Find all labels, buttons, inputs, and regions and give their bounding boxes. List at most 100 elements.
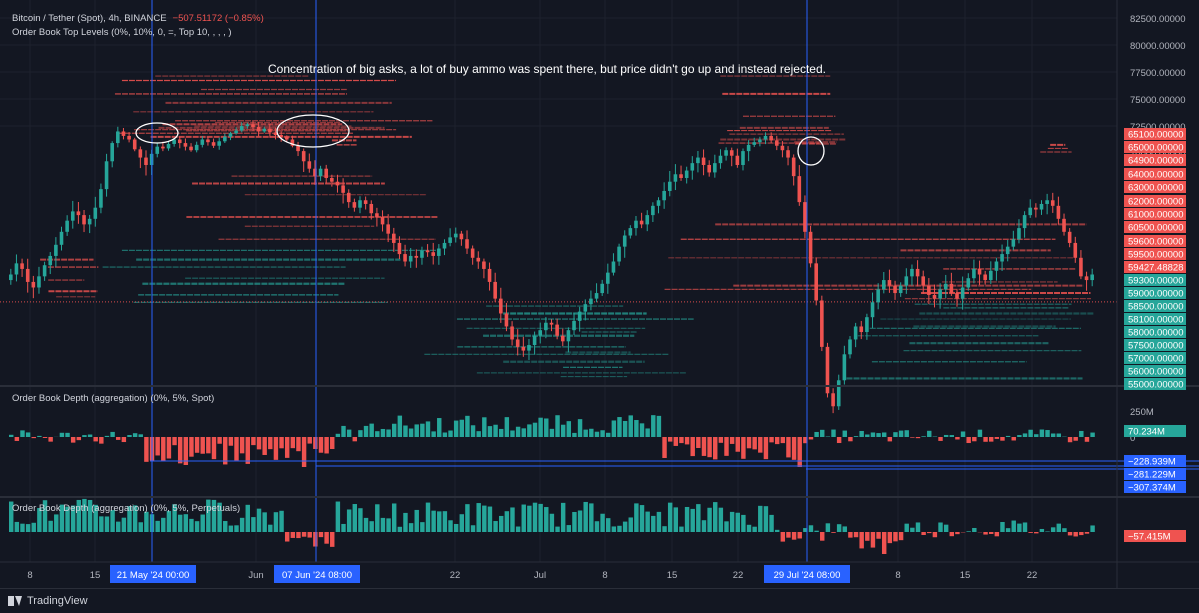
candle	[82, 210, 86, 232]
perp-depth-bar	[758, 506, 762, 532]
candle	[201, 136, 205, 147]
spot-depth-bar	[161, 437, 165, 461]
bid-level-label-text: 58500.00000	[1128, 302, 1183, 313]
perp-depth-bar	[595, 521, 599, 532]
perp-depth-bar	[144, 512, 148, 532]
spot-depth-bar	[229, 437, 233, 446]
spot-depth-bar	[899, 431, 903, 437]
spot-depth-bar	[679, 437, 683, 443]
spot-depth-bar	[741, 437, 745, 459]
price-axis[interactable]: 82500.0000080000.0000077500.0000075000.0…	[1124, 14, 1186, 391]
perp-depth-bar	[933, 532, 937, 537]
spot-depth-bar	[674, 437, 678, 446]
perp-depth-bar	[606, 518, 610, 532]
spot-depth-tick: 250M	[1130, 407, 1154, 418]
candle	[308, 154, 312, 173]
perp-depth-title[interactable]: Order Book Depth (aggregation) (0%, 5%, …	[12, 503, 240, 514]
perp-depth-bar	[905, 524, 909, 532]
candle	[505, 303, 509, 331]
perp-depth-bar	[189, 519, 193, 532]
spot-depth-bar	[465, 416, 469, 437]
candle	[595, 283, 599, 302]
candle	[876, 283, 880, 309]
spot-depth-bar	[623, 421, 627, 437]
perp-depth-bar	[246, 505, 250, 532]
spot-depth-bar	[781, 437, 785, 443]
perp-depth-bar	[938, 522, 942, 532]
spot-depth-bar	[736, 437, 740, 452]
spot-depth-bar	[381, 429, 385, 437]
spot-depth-bar	[1000, 437, 1004, 441]
spot-depth-bar	[476, 431, 480, 437]
spot-depth-bar	[178, 437, 182, 463]
spot-depth-bar	[403, 425, 407, 437]
spot-depth-bar	[983, 437, 987, 442]
perp-depth-bar	[871, 532, 875, 548]
perp-depth-bar	[420, 522, 424, 532]
spot-depth-bar	[797, 437, 801, 467]
price-tick-label: 77500.00000	[1130, 68, 1185, 79]
spot-depth-bar	[448, 431, 452, 437]
perp-depth-bar	[899, 532, 903, 540]
perp-depth-bar	[1028, 532, 1032, 533]
candle	[88, 215, 92, 233]
spot-depth-bar	[668, 437, 672, 442]
candle	[814, 258, 818, 306]
spot-depth-value-text: −307.374M	[1128, 483, 1176, 494]
indicator-title[interactable]: Order Book Top Levels (0%, 10%, 0, =, To…	[12, 27, 232, 38]
candle	[189, 143, 193, 152]
spot-depth-bar	[707, 437, 711, 457]
spot-depth-title[interactable]: Order Book Depth (aggregation) (0%, 5%, …	[12, 393, 214, 404]
depth-axis[interactable]: 250M070.234M−228.939M−281.229M−307.374M−…	[1124, 407, 1186, 543]
ask-level-label-text: 62000.00000	[1128, 197, 1183, 208]
candle	[1051, 193, 1055, 213]
candle	[657, 197, 661, 213]
perp-depth-bar	[178, 515, 182, 532]
perp-depth-bar	[409, 523, 413, 532]
spot-depth-bar	[583, 430, 587, 437]
spot-depth-bar	[617, 417, 621, 437]
candle	[905, 268, 909, 294]
spot-depth-bar	[634, 420, 638, 437]
spot-depth-bar	[916, 437, 920, 438]
spot-depth-bar	[758, 437, 762, 453]
spot-depth-bar	[386, 429, 390, 437]
candle	[122, 128, 126, 139]
perp-depth-bar	[1079, 532, 1083, 535]
spot-depth-bar	[944, 435, 948, 437]
chart-canvas[interactable]: Bitcoin / Tether (Spot), 4h, BINANCE−507…	[0, 0, 1199, 588]
perp-depth-bar	[155, 521, 159, 532]
perp-depth-bar	[200, 515, 204, 532]
ask-level-label-text: 63000.00000	[1128, 183, 1183, 194]
ask-level-label-text: 61000.00000	[1128, 210, 1183, 221]
tradingview-logo[interactable]: TradingView	[8, 595, 88, 607]
perp-depth-bar	[702, 520, 706, 532]
time-tick-label: 8	[602, 570, 607, 581]
candle	[437, 244, 441, 265]
candle	[803, 195, 807, 238]
perp-depth-bar	[696, 504, 700, 532]
spot-depth-bar	[555, 415, 559, 437]
perp-depth-bar	[831, 532, 835, 533]
perp-depth-bar	[223, 521, 227, 532]
symbol-title[interactable]: Bitcoin / Tether (Spot), 4h, BINANCE−507…	[12, 13, 264, 24]
candle	[341, 178, 345, 203]
candle	[696, 151, 700, 172]
perp-depth-bar	[775, 530, 779, 532]
candle	[854, 323, 858, 347]
spot-depth-bar	[527, 424, 531, 437]
candle	[426, 244, 430, 257]
candle	[364, 197, 368, 210]
candle	[736, 149, 740, 168]
spot-depth-bar	[296, 437, 300, 451]
spot-depth-bar	[640, 423, 644, 437]
spot-depth-bar	[347, 430, 351, 437]
spot-depth-bar	[127, 435, 131, 437]
spot-depth-bar	[65, 433, 69, 437]
ask-level-label-text: 60500.00000	[1128, 223, 1183, 234]
annotation-text[interactable]: Concentration of big asks, a lot of buy …	[268, 62, 826, 76]
candle	[583, 299, 587, 320]
spot-depth-bar	[392, 424, 396, 437]
perp-depth-bar	[330, 532, 334, 547]
